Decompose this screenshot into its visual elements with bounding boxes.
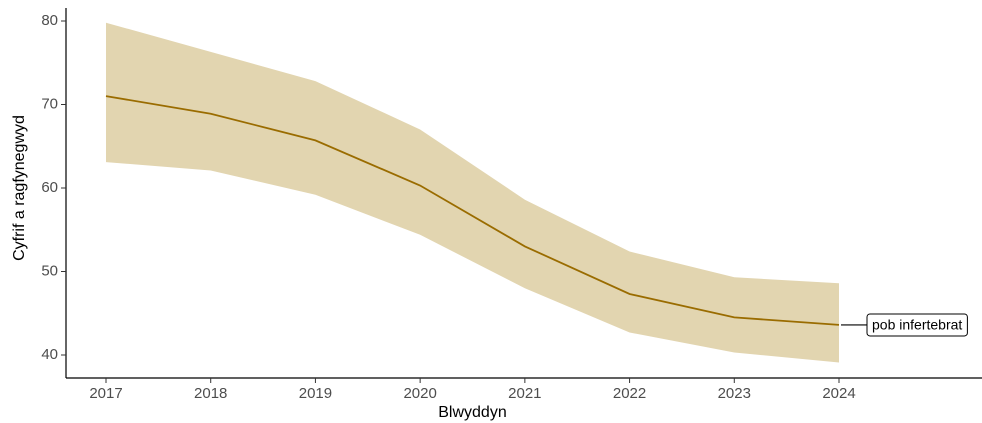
axes-layer xyxy=(65,8,982,379)
series-label-box xyxy=(866,313,968,337)
series-label: pob infertebrat xyxy=(872,317,962,333)
series-label-callout: pob infertebrat xyxy=(841,313,968,337)
x-axis-title: Blwyddyn xyxy=(438,404,506,421)
x-tick-label: 2021 xyxy=(508,385,541,402)
confidence-band xyxy=(106,22,839,363)
y-axis-title: Cyfrif a ragfynegwyd xyxy=(11,115,28,261)
y-tick-label: 60 xyxy=(41,179,58,196)
series-line-layer xyxy=(105,95,840,326)
y-tick-label: 50 xyxy=(41,262,58,279)
x-tick-label: 2024 xyxy=(822,385,855,402)
x-tick-label: 2020 xyxy=(403,385,436,402)
confidence-band-layer xyxy=(106,22,839,363)
x-axis-ticks: 2017 2018 2019 2020 2021 2022 2023 2024 xyxy=(89,378,856,402)
x-tick-label: 2019 xyxy=(299,385,332,402)
y-tick-label: 80 xyxy=(41,12,58,29)
series-line xyxy=(105,95,840,326)
x-tick-label: 2023 xyxy=(718,385,751,402)
y-axis-ticks: 40 50 60 70 80 xyxy=(41,12,66,363)
x-tick-label: 2018 xyxy=(194,385,227,402)
x-tick-label: 2017 xyxy=(89,385,122,402)
y-tick-label: 70 xyxy=(41,95,58,112)
y-tick-label: 40 xyxy=(41,346,58,363)
x-tick-label: 2022 xyxy=(613,385,646,402)
